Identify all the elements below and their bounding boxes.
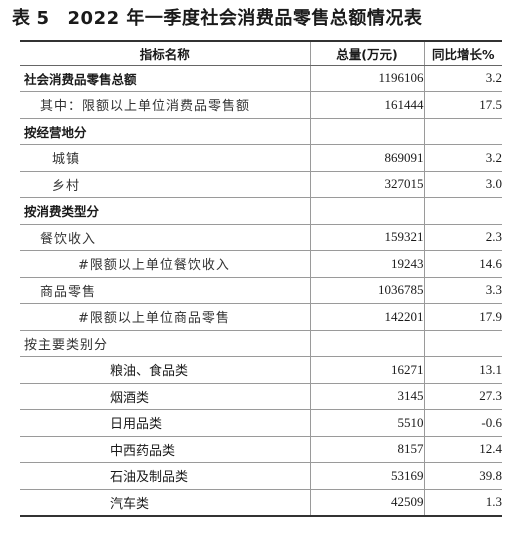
row-total: 19243 <box>309 250 424 277</box>
header-growth: 同比增长% <box>423 41 502 66</box>
row-growth: 27.3 <box>423 382 502 410</box>
row-growth: 3.2 <box>423 144 502 171</box>
row-total <box>309 329 424 357</box>
row-total: 142201 <box>309 303 424 330</box>
table-row: 粮油、食品类 16271 13.1 <box>20 356 502 383</box>
row-growth: 3.2 <box>423 64 502 92</box>
table-row: 中西药品类 8157 12.4 <box>20 435 502 463</box>
row-growth: 3.3 <box>423 276 502 304</box>
row-label: 城镇 <box>20 144 310 171</box>
row-label: 商品零售 <box>20 276 310 304</box>
row-growth: 17.5 <box>423 91 502 118</box>
row-growth: 12.4 <box>423 435 502 463</box>
row-label: 餐饮收入 <box>20 223 310 251</box>
header-total: 总量(万元) <box>309 41 424 66</box>
row-label: 中西药品类 <box>20 435 310 463</box>
row-total <box>309 117 424 145</box>
row-total: 161444 <box>309 91 424 118</box>
row-growth: -0.6 <box>423 409 502 436</box>
row-growth: 3.0 <box>423 170 502 198</box>
row-total <box>309 197 424 224</box>
retail-sales-table: 指标名称 总量(万元) 同比增长% 社会消费品零售总额 1196106 3.2 … <box>20 40 502 517</box>
row-growth: 14.6 <box>423 250 502 277</box>
row-label: 烟酒类 <box>20 382 310 410</box>
row-total: 159321 <box>309 223 424 251</box>
table-row: 按消费类型分 <box>20 197 502 224</box>
row-label: 按经营地分 <box>20 117 310 145</box>
row-total: 42509 <box>309 488 424 516</box>
table-title-prefix: 表 <box>12 8 31 29</box>
row-growth: 2.3 <box>423 223 502 251</box>
table-row: 商品零售 1036785 3.3 <box>20 276 502 304</box>
table-row: 按经营地分 <box>20 117 502 145</box>
row-label: 其中：限额以上单位消费品零售额 <box>20 91 310 118</box>
row-total: 53169 <box>309 462 424 489</box>
row-label: #限额以上单位商品零售 <box>20 303 310 330</box>
row-total: 1196106 <box>309 64 424 92</box>
table-title: 表 5 2022 年一季度社会消费品零售总额情况表 <box>12 6 518 32</box>
row-label: 乡村 <box>20 170 310 198</box>
table-row: 乡村 327015 3.0 <box>20 170 502 198</box>
row-total: 5510 <box>309 409 424 436</box>
table-row: 餐饮收入 159321 2.3 <box>20 223 502 251</box>
row-total: 16271 <box>309 356 424 383</box>
table-row: 汽车类 42509 1.3 <box>20 488 502 516</box>
row-label: 汽车类 <box>20 488 310 516</box>
table-row: 日用品类 5510 -0.6 <box>20 409 502 436</box>
row-total: 1036785 <box>309 276 424 304</box>
table-row: 石油及制品类 53169 39.8 <box>20 462 502 489</box>
table-title-text: 2022 年一季度社会消费品零售总额情况表 <box>67 8 423 29</box>
table-row: 按主要类别分 <box>20 329 502 357</box>
row-growth <box>423 197 502 224</box>
row-label: #限额以上单位餐饮收入 <box>20 250 310 277</box>
table-row: #限额以上单位餐饮收入 19243 14.6 <box>20 250 502 277</box>
row-label: 粮油、食品类 <box>20 356 310 383</box>
row-growth: 13.1 <box>423 356 502 383</box>
table-row: #限额以上单位商品零售 142201 17.9 <box>20 303 502 330</box>
row-growth <box>423 117 502 145</box>
table-row: 社会消费品零售总额 1196106 3.2 <box>20 64 502 92</box>
row-growth: 17.9 <box>423 303 502 330</box>
table-header-row: 指标名称 总量(万元) 同比增长% <box>20 41 502 66</box>
table-row: 其中：限额以上单位消费品零售额 161444 17.5 <box>20 91 502 118</box>
row-total: 327015 <box>309 170 424 198</box>
row-label: 石油及制品类 <box>20 462 310 489</box>
row-growth: 39.8 <box>423 462 502 489</box>
row-total: 869091 <box>309 144 424 171</box>
row-label: 社会消费品零售总额 <box>20 64 310 92</box>
row-label: 按消费类型分 <box>20 197 310 224</box>
row-label: 按主要类别分 <box>20 329 310 357</box>
row-growth: 1.3 <box>423 488 502 516</box>
row-label: 日用品类 <box>20 409 310 436</box>
row-total: 8157 <box>309 435 424 463</box>
table-row: 烟酒类 3145 27.3 <box>20 382 502 410</box>
row-total: 3145 <box>309 382 424 410</box>
table-title-number: 5 <box>36 8 50 29</box>
table-row: 城镇 869091 3.2 <box>20 144 502 171</box>
row-growth <box>423 329 502 357</box>
header-indicator: 指标名称 <box>20 41 310 66</box>
